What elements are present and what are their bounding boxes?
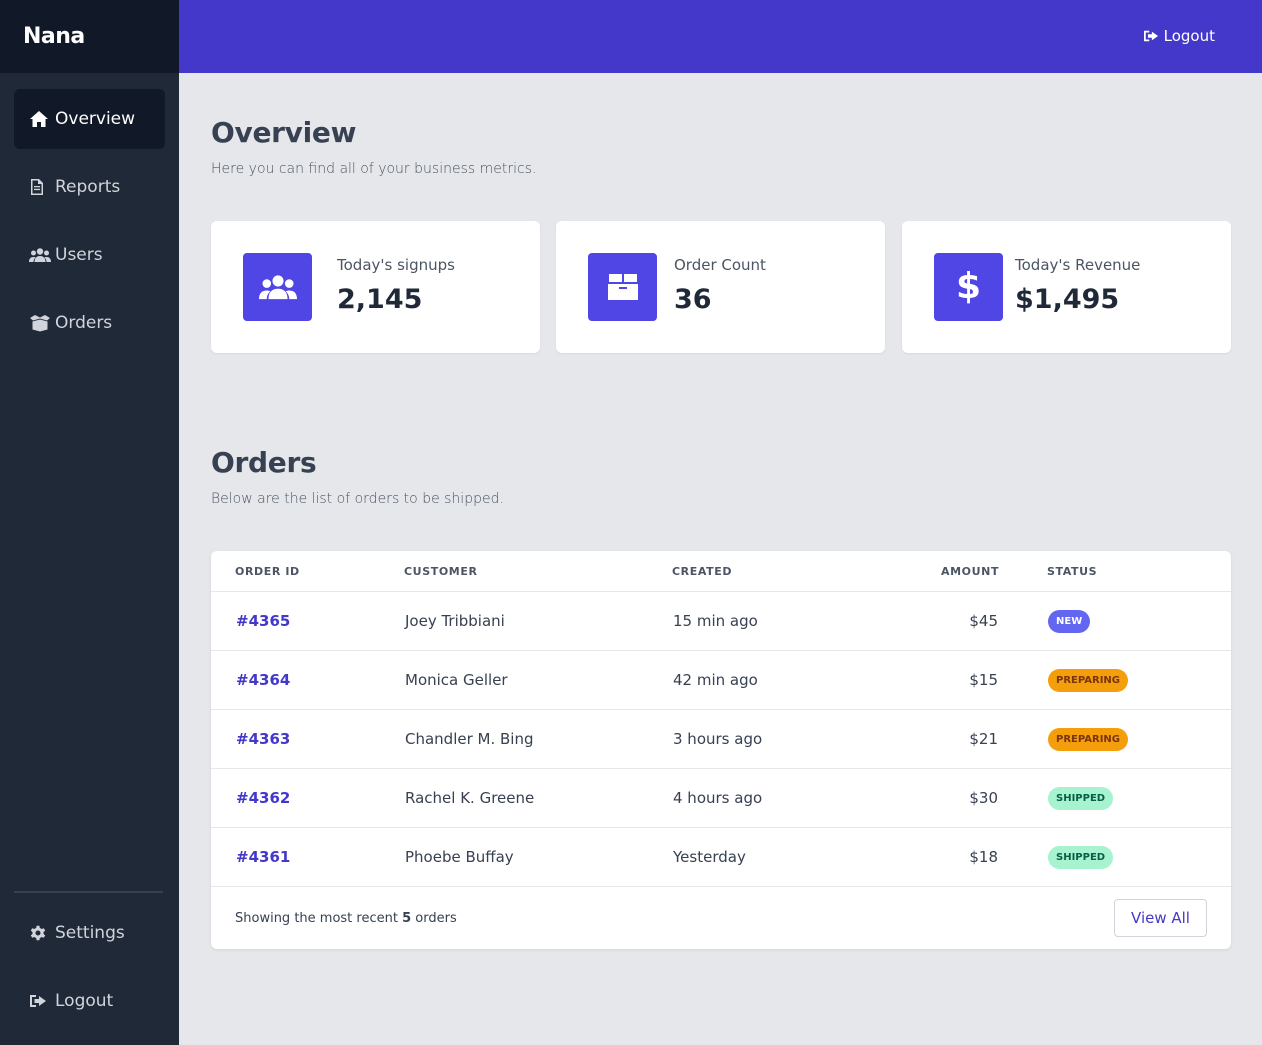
showing-count: 5 (402, 911, 412, 926)
customer-name: Phoebe Buffay (405, 848, 514, 866)
orders-title: Orders (211, 446, 317, 479)
sidebar-item-reports[interactable]: Reports (14, 157, 165, 217)
table-header: ORDER ID CUSTOMER CREATED AMOUNT STATUS (211, 551, 1231, 592)
logout-label: Logout (1163, 27, 1215, 45)
order-amount: $15 (969, 671, 998, 689)
metric-card-orders: Order Count 36 (556, 221, 885, 353)
page-subtitle: Here you can find all of your business m… (211, 161, 537, 177)
logout-button[interactable]: Logout (1143, 27, 1215, 45)
status-badge: SHIPPED (1048, 787, 1114, 810)
gear-icon (29, 923, 51, 943)
dollar-icon: $ (934, 253, 1003, 321)
customer-name: Joey Tribbiani (405, 612, 505, 630)
sidebar-item-label: Reports (55, 177, 121, 197)
box-icon (588, 253, 657, 321)
order-amount: $30 (969, 789, 998, 807)
status-badge: NEW (1048, 610, 1091, 633)
orders-subtitle: Below are the list of orders to be shipp… (211, 491, 504, 507)
order-amount: $45 (969, 612, 998, 630)
order-amount: $21 (969, 730, 998, 748)
box-open-icon (29, 313, 51, 333)
users-icon (243, 253, 312, 321)
column-header-status[interactable]: STATUS (1047, 565, 1098, 578)
sidebar-item-label: Orders (55, 313, 113, 333)
sidebar: Nana Overview Reports Users Orders (0, 0, 179, 1045)
customer-name: Chandler M. Bing (405, 730, 534, 748)
brand-name[interactable]: Nana (23, 24, 85, 49)
created-time: 4 hours ago (673, 789, 763, 807)
metric-cards: Today's signups 2,145 Order Count 36 $ T… (211, 221, 1231, 353)
table-row[interactable]: #4364 Monica Geller 42 min ago $15 PREPA… (211, 651, 1231, 710)
metric-value: 36 (674, 284, 712, 315)
created-time: 3 hours ago (673, 730, 763, 748)
metric-label: Today's signups (337, 256, 455, 274)
home-icon (29, 109, 51, 129)
sidebar-item-logout[interactable]: Logout (14, 971, 163, 1031)
customer-name: Monica Geller (405, 671, 508, 689)
created-time: Yesterday (673, 848, 746, 866)
sidebar-item-settings[interactable]: Settings (14, 903, 163, 963)
sidebar-item-label: Users (55, 245, 103, 265)
created-time: 42 min ago (673, 671, 758, 689)
metric-label: Today's Revenue (1015, 256, 1141, 274)
order-id-link[interactable]: #4363 (236, 730, 291, 748)
brand: Nana (0, 0, 179, 73)
logout-icon (29, 991, 51, 1011)
order-id-link[interactable]: #4364 (236, 671, 291, 689)
metric-value: $1,495 (1015, 284, 1120, 315)
sidebar-item-label: Settings (55, 923, 125, 943)
sidebar-item-orders[interactable]: Orders (14, 293, 165, 353)
table-row[interactable]: #4363 Chandler M. Bing 3 hours ago $21 P… (211, 710, 1231, 769)
sidebar-nav: Overview Reports Users Orders (0, 73, 179, 353)
sidebar-item-label: Overview (55, 109, 136, 129)
top-bar: Logout (179, 0, 1262, 73)
table-row[interactable]: #4362 Rachel K. Greene 4 hours ago $30 S… (211, 769, 1231, 828)
order-id-link[interactable]: #4361 (236, 848, 291, 866)
file-icon (29, 177, 51, 197)
status-badge: SHIPPED (1048, 846, 1114, 869)
customer-name: Rachel K. Greene (405, 789, 535, 807)
metric-card-revenue: $ Today's Revenue $1,495 (902, 221, 1231, 353)
column-header-amount[interactable]: AMOUNT (941, 565, 1000, 578)
table-row[interactable]: #4361 Phoebe Buffay Yesterday $18 SHIPPE… (211, 828, 1231, 887)
status-badge: PREPARING (1048, 669, 1129, 692)
showing-suffix: orders (415, 911, 457, 926)
table-footer: Showing the most recent 5 orders View Al… (211, 887, 1231, 949)
view-all-button[interactable]: View All (1114, 899, 1207, 937)
status-badge: PREPARING (1048, 728, 1129, 751)
table-row[interactable]: #4365 Joey Tribbiani 15 min ago $45 NEW (211, 592, 1231, 651)
sidebar-item-label: Logout (55, 991, 114, 1011)
sidebar-item-overview[interactable]: Overview (14, 89, 165, 149)
users-icon (29, 245, 51, 265)
orders-table: ORDER ID CUSTOMER CREATED AMOUNT STATUS … (211, 551, 1231, 949)
column-header-customer[interactable]: CUSTOMER (404, 565, 478, 578)
column-header-created[interactable]: CREATED (672, 565, 733, 578)
page-title: Overview (211, 116, 357, 149)
order-id-link[interactable]: #4362 (236, 789, 291, 807)
column-header-order-id[interactable]: ORDER ID (235, 565, 300, 578)
metric-value: 2,145 (337, 284, 423, 315)
order-id-link[interactable]: #4365 (236, 612, 291, 630)
metric-label: Order Count (674, 256, 766, 274)
sidebar-item-users[interactable]: Users (14, 225, 165, 285)
order-amount: $18 (969, 848, 998, 866)
showing-prefix: Showing the most recent (235, 911, 398, 926)
logout-icon (1143, 29, 1164, 43)
metric-card-signups: Today's signups 2,145 (211, 221, 540, 353)
created-time: 15 min ago (673, 612, 758, 630)
sidebar-bottom-nav: Settings Logout (14, 891, 163, 1039)
showing-count-text: Showing the most recent 5 orders (235, 911, 457, 926)
